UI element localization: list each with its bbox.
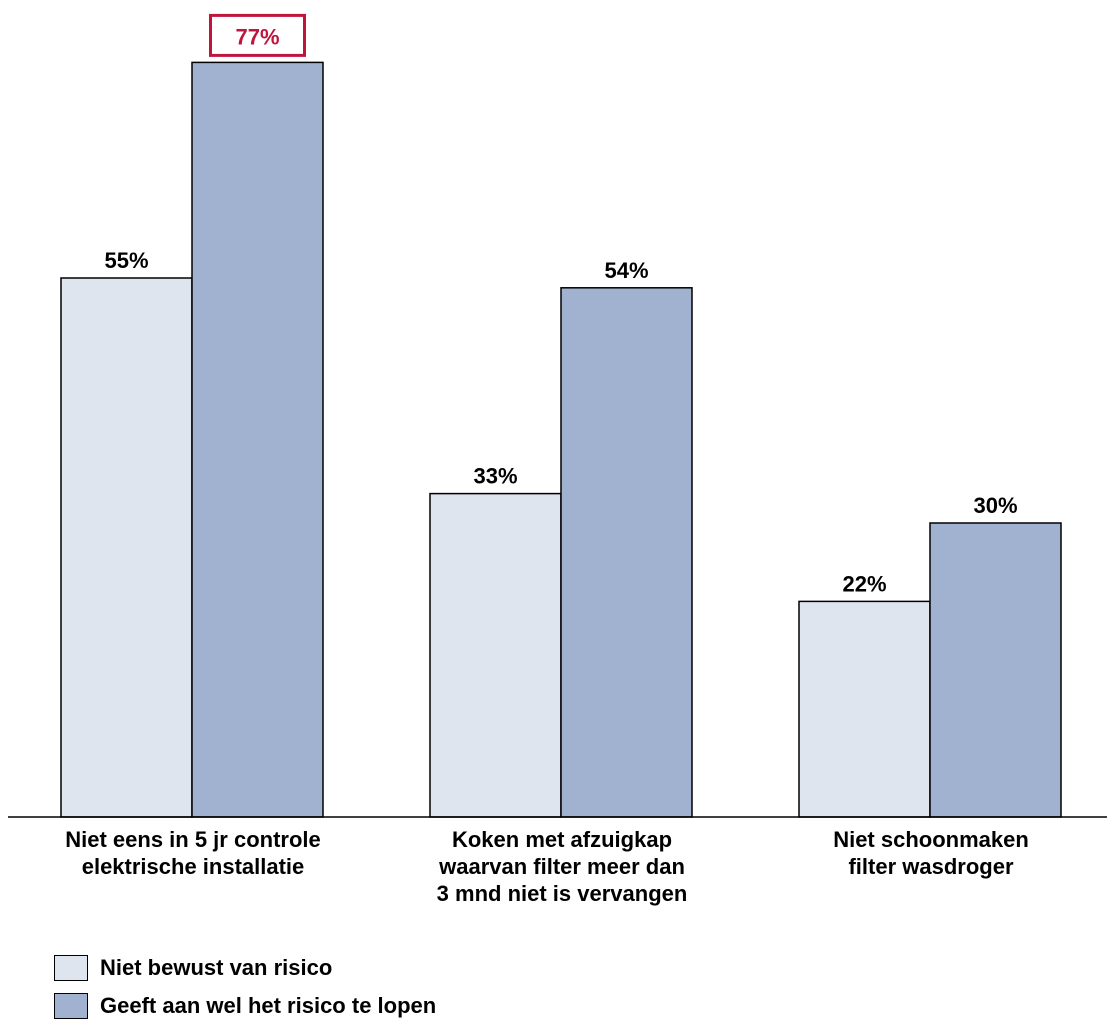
highlight-box [209,13,306,57]
legend: Niet bewust van risico Geeft aan wel het… [54,952,436,1028]
data-label-s0-c0: 55% [104,248,148,273]
category-label-2-line-0: Niet schoonmaken [833,827,1029,852]
bars-layer: 55% 77% 33% 54% 22% 30% [60,13,1062,818]
category-label-0-line-0: Niet eens in 5 jr controle [65,827,321,852]
legend-label-0: Niet bewust van risico [100,955,333,980]
category-label-0-line-1: elektrische installatie [81,854,305,879]
category-label-0: Niet eens in 5 jr controle elektrische i… [28,826,358,880]
category-label-1-line-0: Koken met afzuigkap [451,827,673,852]
legend-swatch-1 [54,993,88,1019]
data-label-s1-c0: 77% [235,24,279,49]
data-label-s0-c1: 33% [473,464,517,489]
data-label-s1-c1: 54% [604,258,648,283]
legend-swatch-0 [54,955,88,981]
data-label-s0-c2: 22% [842,571,886,596]
bar-s1-c0 [191,61,324,818]
bar-s0-c1 [429,492,562,818]
category-label-1-line-1: waarvan filter meer dan [439,854,685,879]
bar-s1-c1 [560,287,693,818]
category-label-1: Koken met afzuigkap waarvan filter meer … [397,826,727,907]
category-label-1-line-2: 3 mnd niet is vervangen [436,881,688,906]
category-label-2: Niet schoonmaken filter wasdroger [766,826,1096,880]
bar-s1-c2 [929,522,1062,818]
data-label-s1-c2: 30% [973,493,1017,518]
category-label-2-line-1: filter wasdroger [848,854,1014,879]
legend-item-1: Geeft aan wel het risico te lopen [54,990,436,1022]
legend-item-0: Niet bewust van risico [54,952,436,984]
bar-s0-c2 [798,600,931,818]
bar-s0-c0 [60,277,193,818]
legend-label-1: Geeft aan wel het risico te lopen [100,993,437,1018]
